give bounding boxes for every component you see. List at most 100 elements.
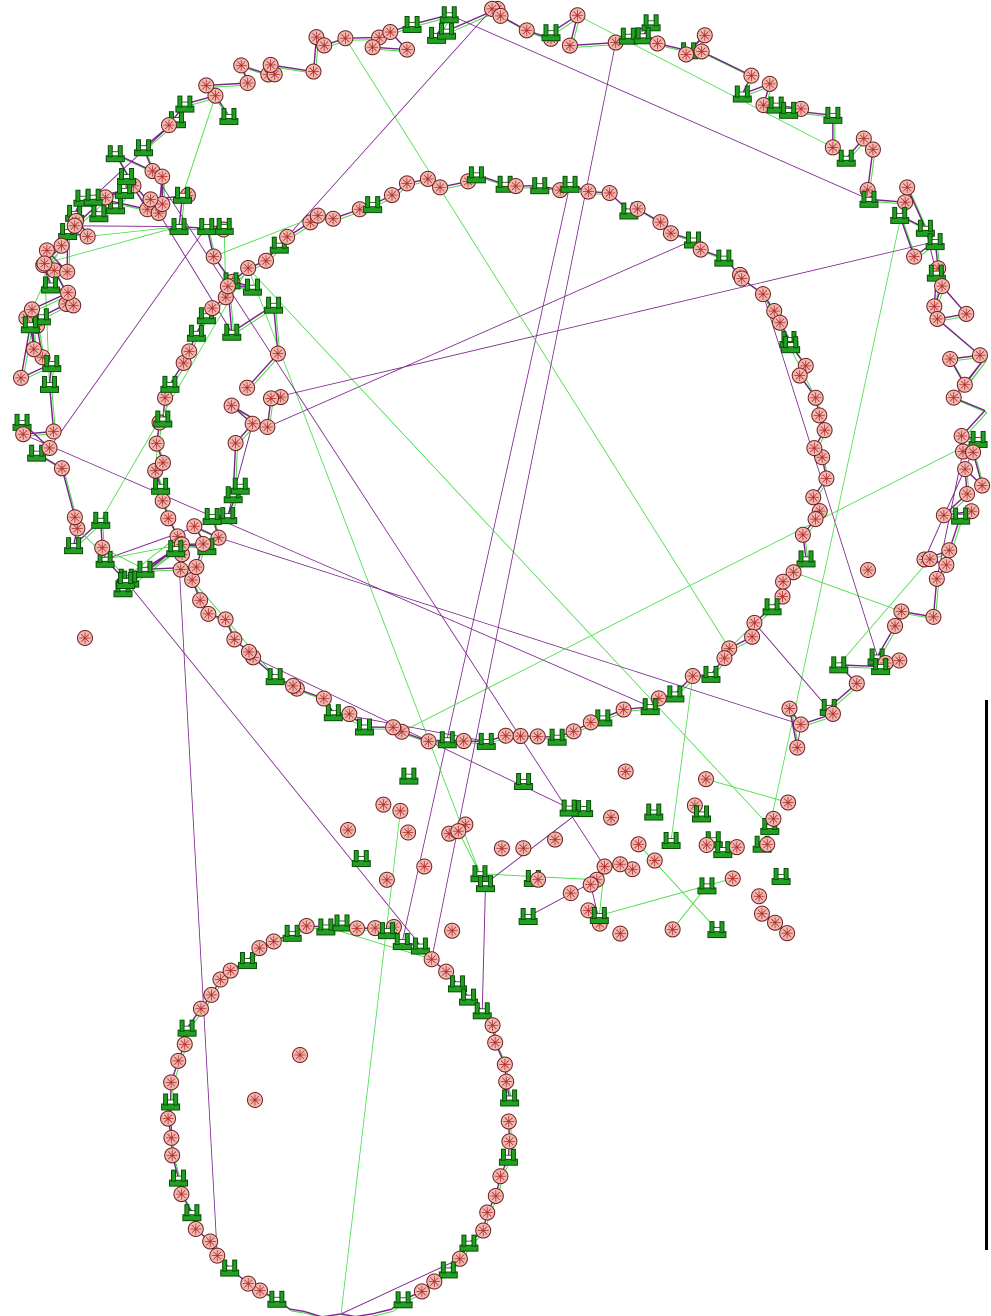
router-icon xyxy=(378,871,395,888)
router-icon xyxy=(219,278,236,295)
long-link xyxy=(125,580,432,960)
router-icon xyxy=(337,30,354,47)
long-link xyxy=(340,810,401,1315)
long-link xyxy=(670,675,694,841)
router-icon xyxy=(227,435,244,452)
switch-icon xyxy=(714,249,734,267)
long-link xyxy=(100,267,249,521)
router-icon xyxy=(244,415,261,432)
router-icon xyxy=(941,542,958,559)
router-icon xyxy=(79,228,96,245)
router-icon xyxy=(942,351,959,368)
switch-icon xyxy=(64,537,84,555)
switch-icon xyxy=(771,868,791,886)
router-icon xyxy=(164,1147,181,1164)
router-icon xyxy=(217,611,234,628)
router-icon xyxy=(258,252,275,269)
router-icon xyxy=(12,369,29,386)
switch-icon xyxy=(135,560,155,578)
router-icon xyxy=(934,278,951,295)
switch-icon xyxy=(459,1234,479,1252)
switch-icon xyxy=(836,149,856,167)
router-icon xyxy=(957,461,974,478)
switch-icon xyxy=(168,1169,188,1187)
router-icon xyxy=(385,719,402,736)
switch-icon xyxy=(242,278,262,296)
router-icon xyxy=(767,914,784,931)
router-icon xyxy=(367,920,384,937)
router-icon xyxy=(450,823,467,840)
router-icon xyxy=(692,241,709,258)
router-icon xyxy=(154,168,171,185)
switch-icon xyxy=(439,6,459,24)
router-icon xyxy=(192,1000,209,1017)
router-icon xyxy=(791,367,808,384)
switch-icon xyxy=(476,732,496,750)
router-icon xyxy=(529,728,546,745)
router-icon xyxy=(279,228,296,245)
router-icon xyxy=(59,263,76,280)
router-icon xyxy=(15,426,32,443)
router-icon xyxy=(262,56,279,73)
long-link xyxy=(218,537,801,725)
switch-icon xyxy=(332,914,352,932)
router-icon xyxy=(233,57,250,74)
cross-link xyxy=(213,215,319,257)
switch-icon xyxy=(264,296,284,314)
cross-link xyxy=(793,571,902,612)
router-icon xyxy=(479,1204,496,1221)
router-icon xyxy=(251,940,268,957)
router-icon xyxy=(198,77,215,94)
router-icon xyxy=(487,1034,504,1051)
router-icon xyxy=(142,191,159,208)
router-icon xyxy=(53,460,70,477)
router-icon xyxy=(646,852,663,869)
router-icon xyxy=(565,723,582,740)
router-icon xyxy=(348,920,365,937)
router-icon xyxy=(160,510,177,527)
router-icon xyxy=(816,422,833,439)
router-icon xyxy=(207,87,224,104)
router-icon xyxy=(413,1283,430,1300)
router-icon xyxy=(759,836,776,853)
switch-icon xyxy=(83,188,103,206)
switch-icon xyxy=(354,718,374,736)
router-icon xyxy=(507,178,524,195)
wireless-link xyxy=(248,355,281,391)
switch-icon xyxy=(197,218,217,236)
switch-icon xyxy=(633,27,653,45)
router-icon xyxy=(818,470,835,487)
switch-icon xyxy=(116,572,136,590)
router-icon xyxy=(860,562,876,578)
cross-link xyxy=(598,866,606,916)
switch-icon xyxy=(762,598,782,616)
router-icon xyxy=(811,407,828,424)
router-icon xyxy=(240,1275,257,1292)
router-icon xyxy=(170,1052,187,1069)
router-icon xyxy=(697,771,714,788)
router-icon xyxy=(438,963,455,980)
switch-icon xyxy=(393,1291,413,1309)
switch-icon xyxy=(160,375,180,393)
router-icon xyxy=(733,270,750,287)
switch-icon xyxy=(105,145,125,163)
switch-icon xyxy=(392,933,412,951)
router-icon xyxy=(806,440,823,457)
switch-icon xyxy=(871,658,891,676)
switch-icon xyxy=(134,139,154,157)
router-icon xyxy=(779,925,796,942)
router-icon xyxy=(649,35,666,52)
switch-icon xyxy=(399,767,419,785)
switch-icon xyxy=(476,875,496,893)
router-icon xyxy=(375,796,392,813)
router-icon xyxy=(938,556,955,573)
router-icon xyxy=(187,1221,204,1238)
router-icon xyxy=(265,933,282,950)
wired-link xyxy=(289,1308,305,1313)
long-link xyxy=(49,226,208,449)
router-icon xyxy=(45,423,62,440)
router-icon xyxy=(958,305,975,322)
switch-icon xyxy=(39,375,59,393)
router-icon xyxy=(612,856,629,873)
router-icon xyxy=(582,876,599,893)
